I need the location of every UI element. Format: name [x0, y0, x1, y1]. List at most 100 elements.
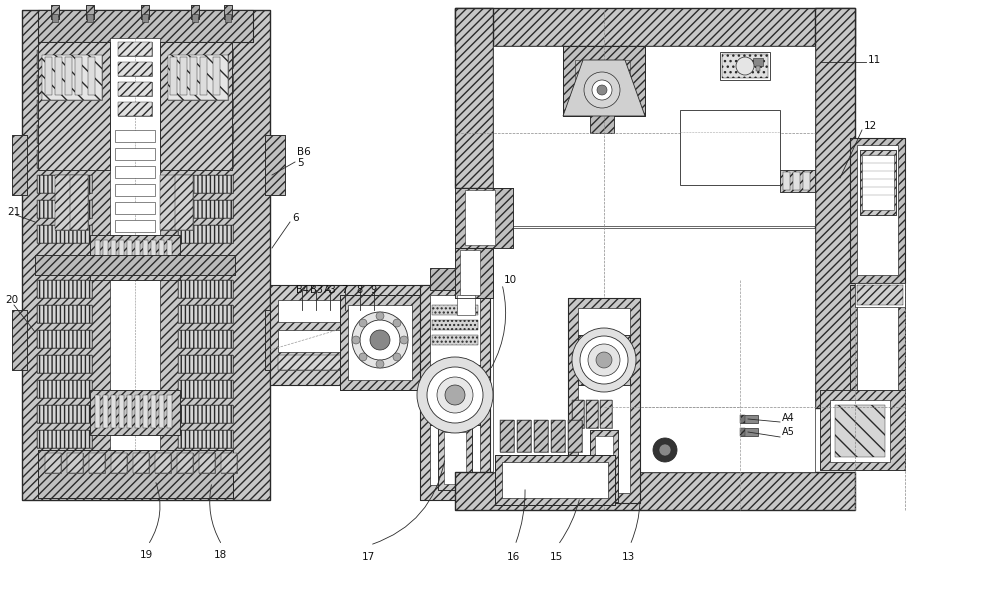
Circle shape	[352, 312, 408, 368]
Bar	[430, 268, 480, 290]
Bar	[270, 285, 460, 385]
Text: A4: A4	[782, 413, 795, 423]
Bar	[178, 75, 233, 93]
Bar	[178, 430, 233, 448]
Bar	[160, 42, 232, 170]
Bar	[224, 5, 232, 19]
Bar	[178, 305, 233, 323]
Bar	[830, 400, 890, 462]
Bar	[37, 430, 92, 448]
Bar	[199, 453, 215, 473]
Bar	[45, 453, 61, 473]
Bar	[37, 50, 92, 68]
Bar	[753, 58, 763, 66]
Bar	[178, 175, 233, 193]
Bar	[37, 330, 92, 348]
Bar	[111, 453, 127, 473]
Bar	[568, 298, 640, 503]
Bar	[119, 395, 124, 428]
Bar	[178, 330, 233, 348]
Bar	[740, 415, 758, 423]
Bar	[455, 248, 493, 298]
Bar	[578, 335, 630, 385]
Bar	[265, 310, 285, 370]
Circle shape	[417, 357, 493, 433]
Bar	[583, 65, 621, 110]
Bar	[133, 453, 149, 473]
Bar	[595, 436, 613, 496]
Bar	[815, 8, 855, 408]
Bar	[420, 285, 490, 500]
Bar	[103, 395, 108, 428]
Bar	[175, 175, 193, 230]
Bar	[265, 135, 285, 195]
Bar	[118, 62, 152, 76]
Text: 19: 19	[140, 550, 153, 560]
Bar	[850, 285, 905, 405]
Bar	[850, 285, 905, 405]
Bar	[90, 390, 180, 435]
Bar	[722, 54, 768, 78]
Bar	[70, 175, 88, 230]
Bar	[12, 310, 27, 370]
Bar	[119, 240, 124, 273]
Bar	[127, 240, 132, 273]
Bar	[803, 172, 810, 190]
Bar	[857, 285, 903, 305]
Bar	[118, 42, 152, 56]
Bar	[495, 455, 615, 505]
Bar	[175, 175, 193, 230]
Bar	[159, 240, 164, 273]
Bar	[430, 268, 480, 290]
Circle shape	[592, 80, 612, 100]
Bar	[178, 150, 233, 168]
Bar	[455, 8, 855, 46]
Bar	[177, 453, 193, 473]
Circle shape	[597, 85, 607, 95]
Bar	[444, 432, 466, 484]
Bar	[67, 453, 83, 473]
Bar	[590, 115, 614, 133]
Bar	[42, 55, 102, 100]
Text: 20: 20	[5, 295, 18, 305]
Bar	[783, 172, 790, 190]
Circle shape	[437, 377, 473, 413]
Bar	[265, 135, 285, 195]
Bar	[127, 395, 132, 428]
Bar	[177, 453, 193, 473]
Bar	[178, 125, 233, 143]
Bar	[37, 125, 92, 143]
Bar	[455, 472, 855, 510]
Bar	[95, 240, 100, 273]
Bar	[143, 395, 148, 428]
Text: 21: 21	[7, 207, 20, 217]
Bar	[38, 10, 253, 42]
Bar	[191, 5, 199, 19]
Bar	[95, 395, 100, 428]
Bar	[37, 405, 92, 423]
Circle shape	[653, 438, 677, 462]
Bar	[455, 248, 493, 298]
Bar	[432, 320, 478, 330]
Bar	[740, 415, 745, 423]
Text: B4: B4	[296, 285, 309, 295]
Bar	[432, 335, 478, 345]
Bar	[820, 390, 905, 470]
Bar	[51, 5, 59, 19]
Bar	[493, 228, 815, 472]
Bar	[191, 5, 199, 19]
Bar	[37, 175, 92, 193]
Bar	[37, 305, 92, 323]
Bar	[160, 175, 178, 230]
Bar	[460, 250, 480, 295]
Bar	[213, 57, 220, 95]
Bar	[517, 420, 531, 452]
Bar	[862, 155, 894, 210]
Bar	[37, 150, 92, 168]
Bar	[780, 170, 815, 192]
Bar	[89, 453, 105, 473]
Bar	[348, 305, 412, 380]
Bar	[437, 372, 473, 418]
Bar	[135, 240, 140, 273]
Bar	[178, 355, 233, 373]
